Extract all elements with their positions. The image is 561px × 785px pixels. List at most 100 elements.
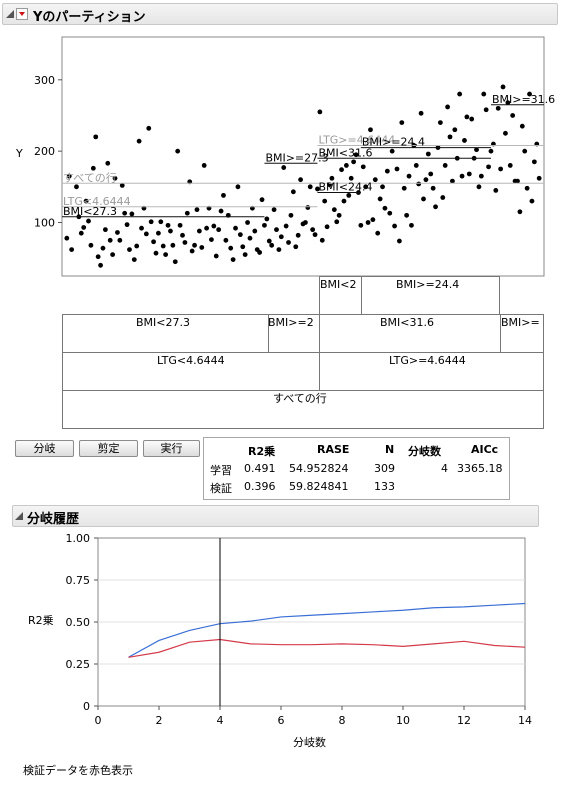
data-point [324, 224, 330, 230]
data-point [269, 242, 275, 248]
node-ltg-lt-4-6444-label: LTG<4.6444 [157, 354, 225, 367]
data-point [66, 173, 72, 179]
y-tick-label: 0.50 [66, 616, 91, 629]
data-point [247, 235, 253, 241]
data-point [486, 164, 491, 170]
data-point [184, 210, 190, 216]
disclosure-triangle-icon[interactable] [6, 10, 14, 18]
node-bmi-lt-27-3-label: BMI<27.3 [136, 316, 190, 329]
data-point [165, 222, 171, 228]
data-point [389, 148, 395, 154]
data-point [163, 252, 169, 257]
data-point [495, 105, 501, 111]
data-point [370, 217, 376, 223]
data-point [430, 185, 436, 191]
data-point [351, 159, 357, 165]
node-all-rows[interactable] [62, 390, 544, 429]
data-point [466, 171, 472, 177]
data-point [196, 228, 202, 234]
data-point [464, 114, 470, 120]
data-point [334, 219, 340, 225]
data-point [64, 235, 70, 241]
data-point [339, 167, 344, 173]
data-point [151, 239, 156, 245]
data-point [331, 207, 337, 213]
data-point [122, 210, 128, 216]
series-line [128, 602, 526, 658]
split-history-header: 分岐履歴 [12, 505, 539, 527]
data-point [276, 247, 282, 253]
data-point [230, 257, 236, 262]
data-point [204, 225, 210, 231]
data-point [170, 242, 176, 248]
data-point [107, 237, 113, 243]
data-point [319, 237, 325, 243]
data-point [360, 164, 366, 170]
footnote: 検証データを赤色表示 [23, 764, 133, 777]
node-bmi-lt-24[interactable] [319, 276, 362, 315]
series-line [128, 638, 526, 658]
data-point [423, 177, 429, 183]
data-point [81, 225, 87, 230]
node-bmi-lt-24-label: BMI<2 [320, 278, 357, 291]
data-point [266, 238, 272, 244]
node-bmi-lt-31-6[interactable] [319, 314, 501, 353]
data-point [98, 262, 103, 268]
node-bmi-ge-31-label: BMI>= [501, 316, 540, 329]
data-point [74, 184, 79, 190]
data-point [519, 123, 525, 129]
data-point [146, 125, 152, 131]
data-point [317, 109, 323, 115]
x-tick-label: 6 [278, 714, 285, 727]
data-point [88, 242, 94, 248]
disclosure-triangle-icon[interactable] [15, 512, 23, 520]
data-point [358, 222, 364, 228]
data-point [180, 232, 185, 238]
data-point [387, 210, 393, 216]
data-point [192, 242, 197, 248]
data-point [452, 127, 458, 133]
data-point [153, 250, 159, 256]
valid-r2: 0.396 [244, 480, 276, 493]
data-point [343, 163, 349, 168]
data-point [493, 187, 499, 193]
node-bmi-ge-27-label: BMI>=2 [268, 316, 314, 329]
go-button[interactable]: 実行 [143, 440, 200, 457]
data-point [288, 212, 294, 218]
data-point [394, 166, 400, 172]
valid-n: 133 [374, 480, 395, 493]
node-bmi-ge-24-4[interactable] [361, 276, 500, 315]
data-point [498, 166, 504, 172]
data-point [298, 177, 303, 183]
data-point [372, 177, 378, 183]
data-point [307, 184, 313, 190]
data-point [189, 248, 195, 254]
train-r2: 0.491 [244, 462, 276, 475]
data-point [445, 104, 450, 110]
data-point [117, 237, 123, 243]
data-point [235, 184, 241, 190]
red-triangle-menu-icon[interactable] [16, 8, 28, 20]
data-point [264, 216, 270, 222]
data-point [536, 175, 542, 181]
split-button[interactable]: 分岐 [15, 440, 74, 457]
col-header-splits: 分岐数 [408, 445, 441, 458]
x-tick-label: 4 [217, 714, 224, 727]
data-point [168, 228, 173, 234]
train-splits: 4 [441, 462, 448, 475]
partition-report-header: Yのパーティション [2, 3, 558, 25]
node-bmi-ge-27[interactable] [268, 314, 320, 353]
data-point [86, 218, 91, 224]
data-point [139, 225, 144, 231]
data-point [382, 205, 388, 211]
data-point [100, 245, 106, 251]
node-ltg-ge-4-6444-label: LTG>=4.6444 [389, 354, 466, 367]
data-point [353, 152, 359, 158]
prune-button[interactable]: 剪定 [79, 440, 138, 457]
data-point [305, 205, 311, 210]
col-header-n: N [385, 443, 395, 456]
data-point [450, 178, 455, 184]
x-tick-label: 2 [156, 714, 163, 727]
y-tick-label: 0.75 [66, 574, 91, 587]
